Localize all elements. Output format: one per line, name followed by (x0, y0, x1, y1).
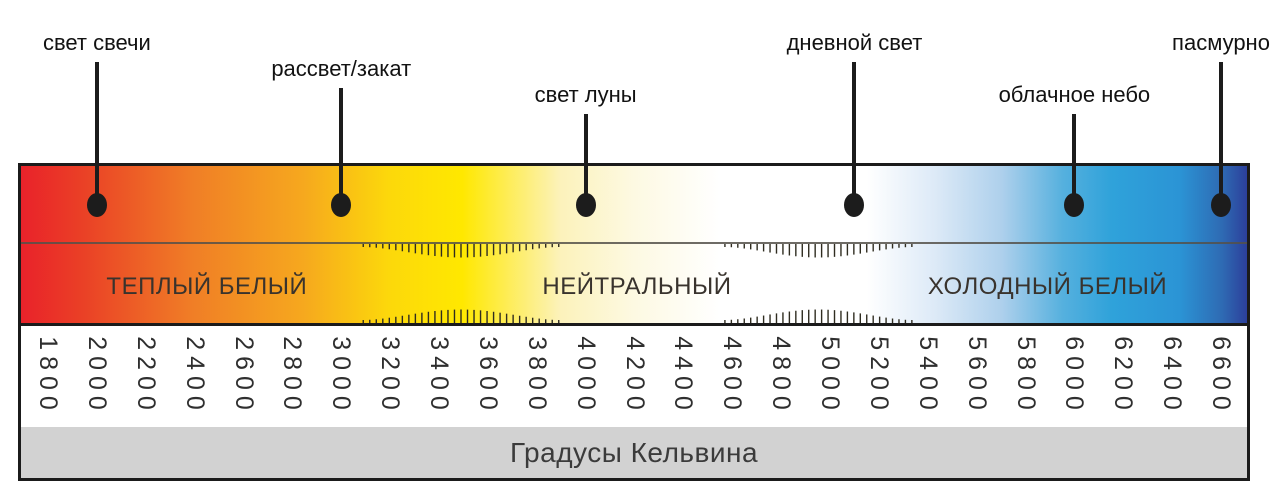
kelvin-numbers-band: 1800 2000 2200 2400 2600 2800 3000 3200 3400 3600… (21, 326, 1247, 427)
marker-dot (1064, 193, 1085, 217)
marker-label: свет луны (534, 82, 637, 107)
kelvin-number: 6600 (1207, 336, 1235, 416)
kelvin-number: 2200 (131, 336, 160, 416)
footer-label: Градусы Кельвина (509, 436, 759, 468)
kelvin-number: 6400 (1158, 336, 1187, 416)
kelvin-number: 2800 (278, 336, 307, 416)
marker-label: свет свечи (42, 30, 151, 55)
kelvin-number: 4000 (571, 336, 600, 416)
marker-label: дневной свет (786, 30, 923, 55)
kelvin-number: 3200 (376, 336, 405, 416)
kelvin-number: 6200 (1109, 336, 1138, 416)
marker-dot (86, 193, 107, 217)
marker-dot (575, 193, 596, 217)
kelvin-number: 6000 (1060, 336, 1089, 416)
kelvin-number: 4800 (767, 336, 796, 416)
kelvin-number: 5800 (1011, 336, 1040, 416)
marker-dot (1211, 193, 1231, 217)
marker-dot (331, 193, 352, 217)
marker-label: облачное небо (998, 82, 1151, 107)
kelvin-number: 1800 (34, 336, 62, 416)
marker-leader-line (94, 62, 99, 205)
kelvin-number: 4600 (718, 336, 747, 416)
kelvin-number: 3000 (327, 336, 356, 416)
gradient-bar: ТЕПЛЫЙ БЕЛЫЙ НЕЙТРАЛЬНЫЙ ХОЛОДНЫЙ БЕЛЫЙ (21, 166, 1247, 326)
kelvin-number: 4400 (669, 336, 698, 416)
kelvin-number: 2000 (82, 336, 111, 416)
zone-label: ХОЛОДНЫЙ БЕЛЫЙ (927, 273, 1168, 300)
kelvin-number: 5000 (816, 336, 844, 416)
chart-frame: ТЕПЛЫЙ БЕЛЫЙ НЕЙТРАЛЬНЫЙ ХОЛОДНЫЙ БЕЛЫЙ 18… (18, 163, 1250, 481)
kelvin-number: 3600 (473, 336, 502, 416)
marker-leader-line (1072, 114, 1077, 205)
kelvin-number: 5600 (962, 336, 991, 416)
marker-leader-line (583, 114, 588, 205)
kelvin-number: 3800 (522, 336, 551, 416)
zone-label: НЕЙТРАЛЬНЫЙ (542, 273, 732, 300)
kelvin-number: 5400 (913, 336, 942, 416)
marker-leader-line (852, 62, 857, 205)
marker-leader-line (339, 88, 344, 205)
kelvin-number: 5200 (864, 336, 893, 416)
divider-line (21, 242, 1247, 244)
transition-ticks (362, 244, 913, 323)
kelvin-number: 4200 (620, 336, 649, 416)
kelvin-number: 3400 (425, 336, 453, 416)
zone-label: ТЕПЛЫЙ БЕЛЫЙ (106, 273, 308, 300)
kelvin-number: 2600 (229, 336, 258, 416)
kelvin-unit-footer: Градусы Кельвина (21, 427, 1247, 478)
marker-leader-line (1219, 62, 1223, 205)
marker-dot (844, 193, 865, 217)
marker-label: рассвет/закат (271, 56, 412, 81)
marker-label: пасмурно (1172, 30, 1270, 55)
kelvin-number: 2400 (180, 336, 209, 416)
